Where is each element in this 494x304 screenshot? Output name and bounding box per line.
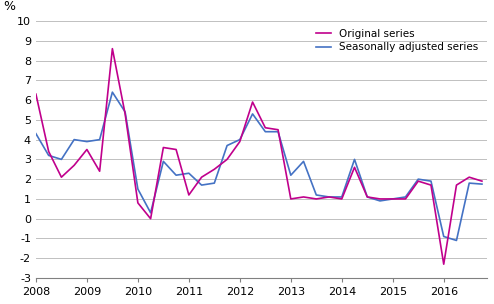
Original series [237, 140, 243, 143]
Original series [224, 157, 230, 161]
Original series [377, 197, 383, 201]
Seasonally adjusted series [262, 130, 268, 133]
Seasonally adjusted series [211, 181, 217, 185]
Seasonally adjusted series [186, 171, 192, 175]
Seasonally adjusted series [135, 187, 141, 191]
Seasonally adjusted series [390, 197, 396, 201]
Original series [453, 183, 459, 187]
Original series [33, 92, 39, 96]
Original series [415, 179, 421, 183]
Original series [339, 197, 345, 201]
Seasonally adjusted series [453, 239, 459, 242]
Line: Original series: Original series [36, 49, 482, 264]
Legend: Original series, Seasonally adjusted series: Original series, Seasonally adjusted ser… [312, 26, 482, 56]
Seasonally adjusted series [415, 177, 421, 181]
Original series [148, 217, 154, 220]
Original series [58, 175, 64, 179]
Seasonally adjusted series [71, 138, 77, 141]
Original series [122, 112, 128, 116]
Seasonally adjusted series [33, 132, 39, 136]
Y-axis label: %: % [3, 0, 15, 13]
Seasonally adjusted series [479, 182, 485, 186]
Original series [249, 100, 255, 104]
Seasonally adjusted series [300, 160, 306, 163]
Original series [275, 128, 281, 132]
Line: Seasonally adjusted series: Seasonally adjusted series [36, 92, 482, 240]
Seasonally adjusted series [109, 90, 115, 94]
Original series [97, 169, 103, 173]
Seasonally adjusted series [224, 144, 230, 147]
Original series [71, 164, 77, 167]
Seasonally adjusted series [288, 173, 294, 177]
Original series [313, 197, 319, 201]
Seasonally adjusted series [173, 173, 179, 177]
Original series [46, 150, 52, 153]
Original series [466, 175, 472, 179]
Original series [364, 195, 370, 199]
Seasonally adjusted series [352, 157, 358, 161]
Original series [300, 195, 306, 199]
Original series [326, 195, 332, 199]
Seasonally adjusted series [46, 154, 52, 157]
Original series [441, 262, 447, 266]
Original series [199, 175, 205, 179]
Seasonally adjusted series [403, 195, 409, 199]
Original series [288, 197, 294, 201]
Original series [352, 165, 358, 169]
Seasonally adjusted series [377, 199, 383, 203]
Original series [161, 146, 166, 149]
Seasonally adjusted series [148, 211, 154, 215]
Seasonally adjusted series [122, 110, 128, 114]
Seasonally adjusted series [466, 181, 472, 185]
Seasonally adjusted series [326, 195, 332, 199]
Seasonally adjusted series [97, 138, 103, 141]
Original series [186, 193, 192, 197]
Seasonally adjusted series [161, 160, 166, 163]
Seasonally adjusted series [313, 193, 319, 197]
Original series [135, 201, 141, 205]
Original series [390, 197, 396, 201]
Original series [173, 148, 179, 151]
Seasonally adjusted series [237, 138, 243, 141]
Seasonally adjusted series [84, 140, 90, 143]
Original series [211, 168, 217, 171]
Seasonally adjusted series [441, 235, 447, 238]
Seasonally adjusted series [199, 183, 205, 187]
Seasonally adjusted series [339, 195, 345, 199]
Seasonally adjusted series [58, 157, 64, 161]
Original series [84, 148, 90, 151]
Original series [479, 179, 485, 183]
Seasonally adjusted series [249, 112, 255, 116]
Original series [403, 197, 409, 201]
Original series [109, 47, 115, 50]
Seasonally adjusted series [275, 130, 281, 133]
Seasonally adjusted series [428, 179, 434, 183]
Original series [428, 183, 434, 187]
Seasonally adjusted series [364, 195, 370, 199]
Original series [262, 126, 268, 130]
